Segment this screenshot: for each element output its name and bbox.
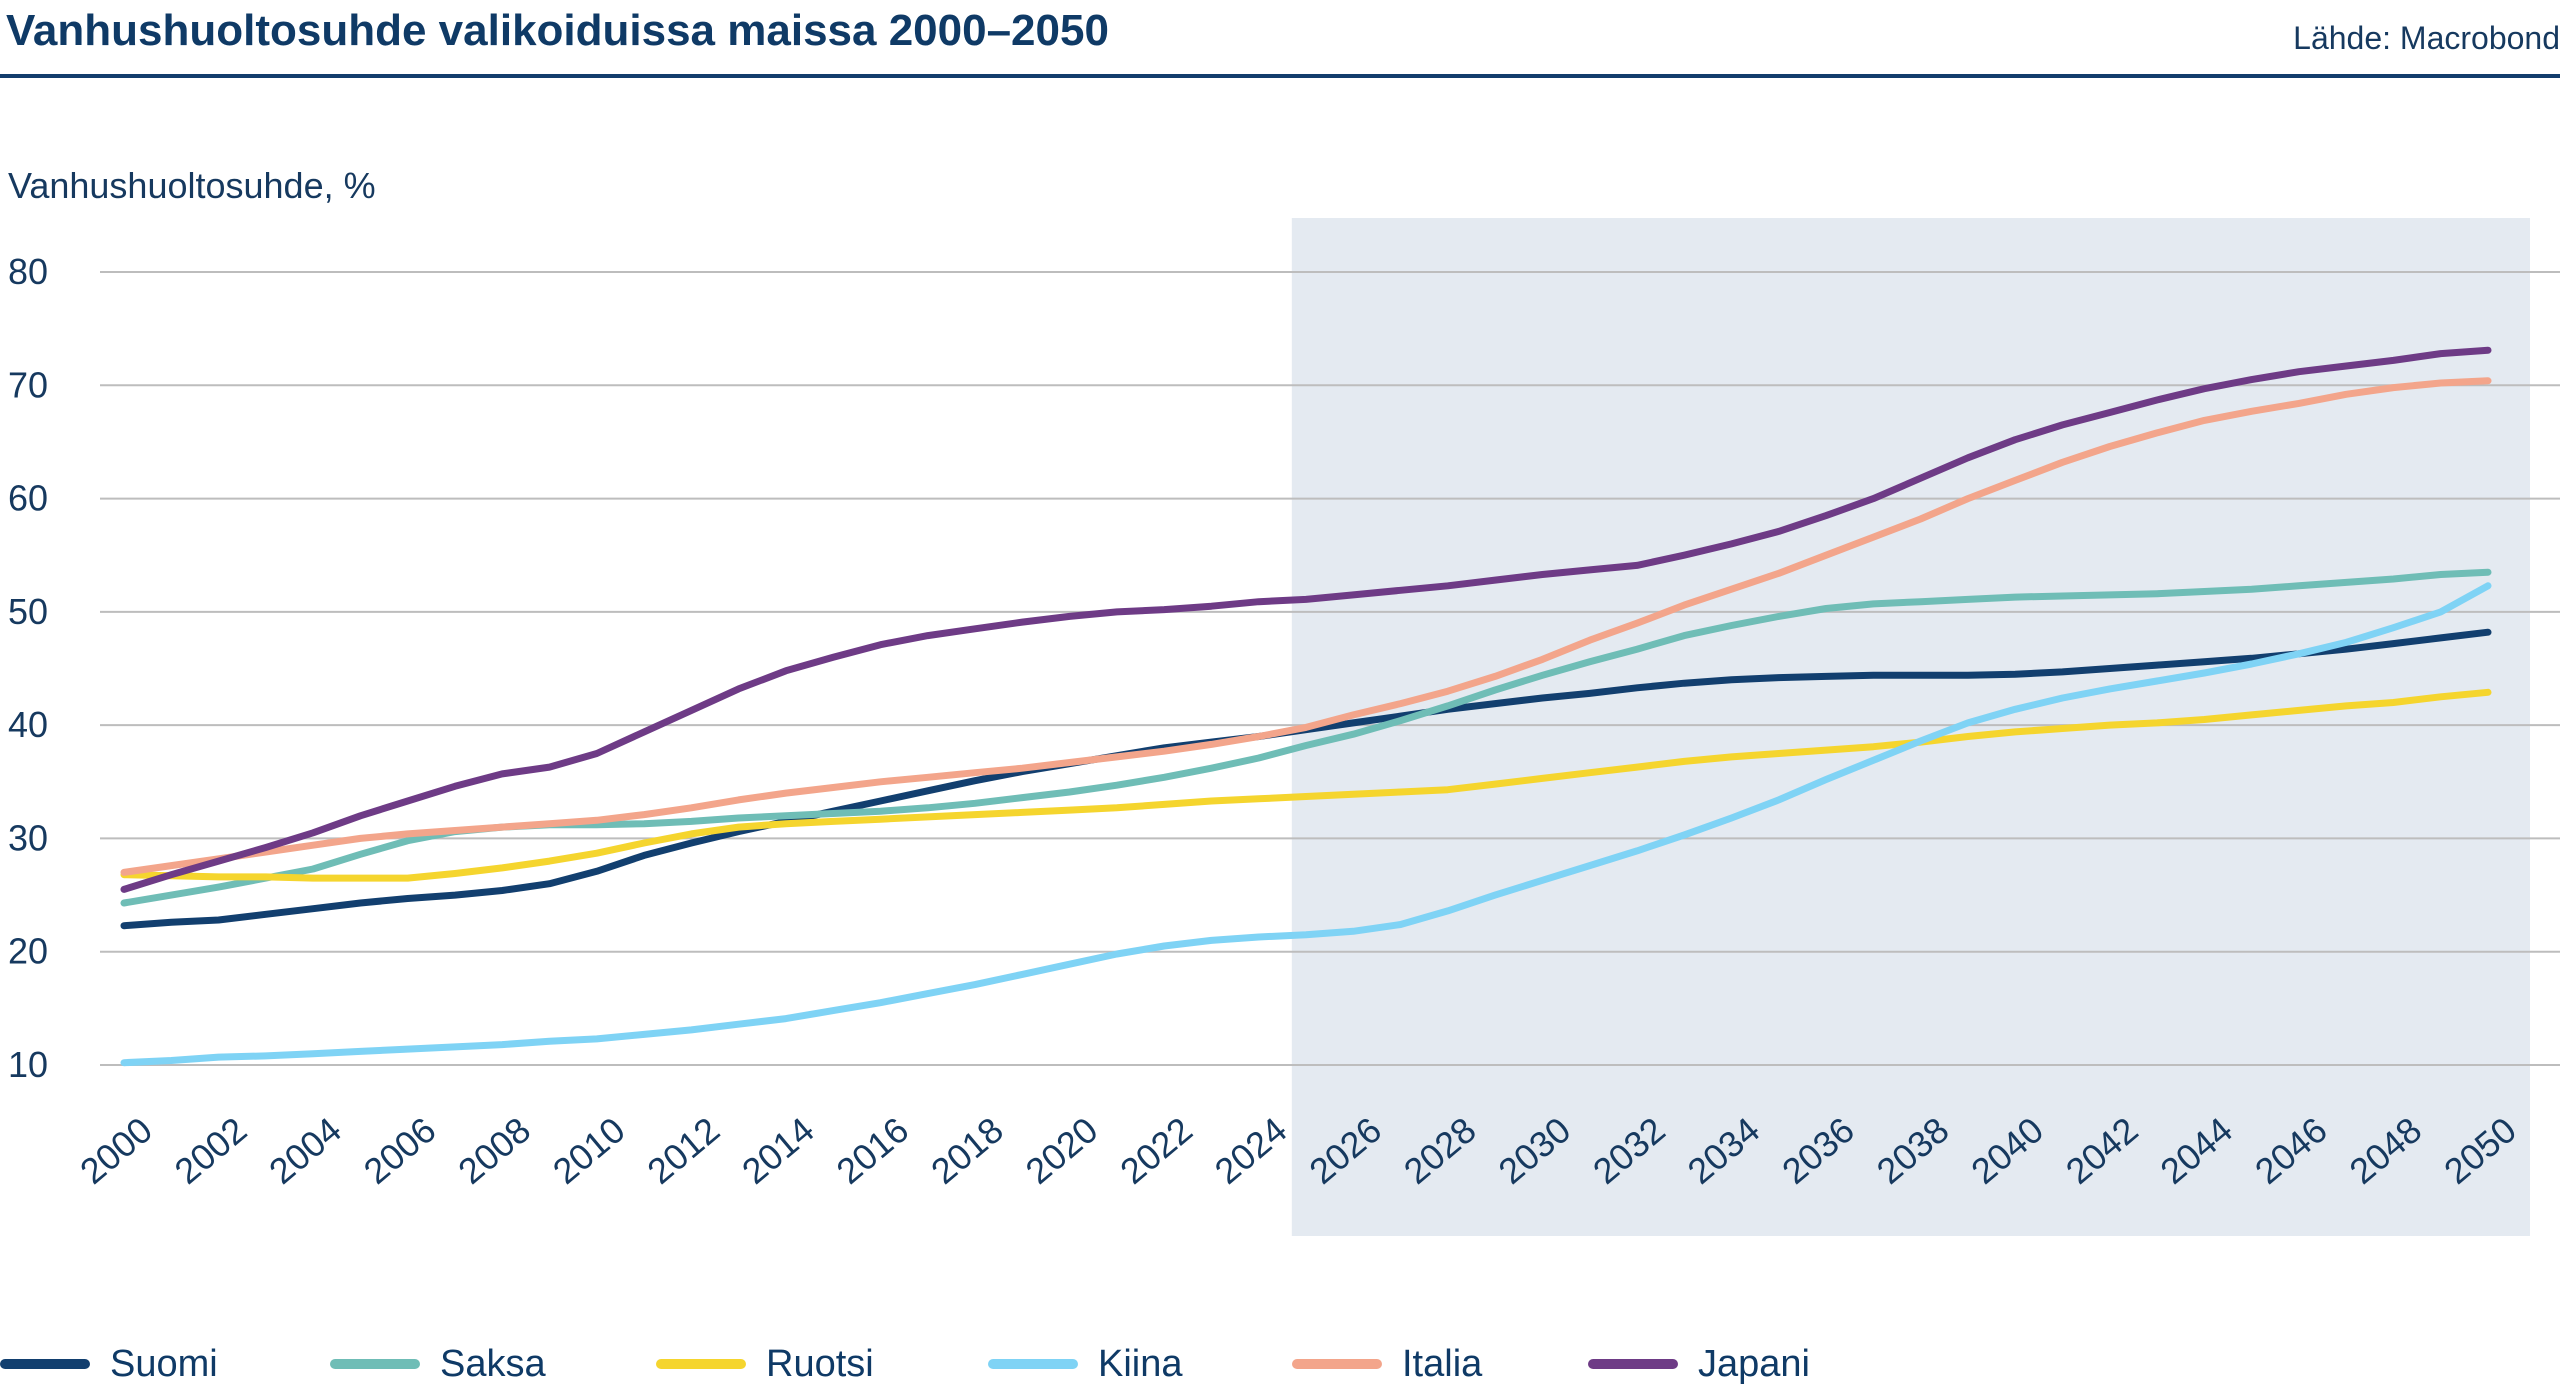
x-tick-label: 2002	[167, 1109, 255, 1192]
x-tick-label: 2016	[829, 1109, 917, 1192]
legend-item-ruotsi: Ruotsi	[656, 1336, 874, 1392]
legend-label: Kiina	[1098, 1343, 1183, 1385]
legend-label: Japani	[1698, 1343, 1810, 1385]
y-tick-label: 20	[8, 931, 48, 972]
x-tick-label: 2000	[72, 1109, 160, 1192]
legend-swatch	[1588, 1359, 1678, 1369]
legend-label: Ruotsi	[766, 1343, 874, 1385]
chart-title: Vanhushuoltosuhde valikoiduissa maissa 2…	[6, 6, 1109, 55]
chart-legend: Suomi Saksa Ruotsi Kiina Italia Japani	[0, 1336, 2560, 1392]
legend-label: Saksa	[440, 1343, 546, 1385]
legend-label: Italia	[1402, 1343, 1483, 1385]
legend-swatch	[656, 1359, 746, 1369]
legend-swatch	[988, 1359, 1078, 1369]
legend-swatch	[1292, 1359, 1382, 1369]
legend-swatch	[0, 1359, 90, 1369]
x-tick-label: 2004	[261, 1109, 349, 1192]
x-tick-label: 2022	[1112, 1109, 1200, 1192]
legend-label: Suomi	[110, 1343, 218, 1385]
legend-item-saksa: Saksa	[330, 1336, 546, 1392]
series-line-kiina	[120, 582, 2492, 1067]
series-line-ruotsi	[120, 688, 2492, 882]
x-tick-label: 2024	[1207, 1109, 1295, 1192]
y-tick-label: 60	[8, 478, 48, 519]
forecast-shaded-region	[1291, 218, 2530, 1236]
x-tick-label: 2014	[734, 1109, 822, 1192]
legend-item-italia: Italia	[1292, 1336, 1482, 1392]
source-note: Lähde: Macrobond	[2293, 20, 2560, 56]
chart-header: Vanhushuoltosuhde valikoiduissa maissa 2…	[0, 0, 2560, 78]
series-line-italia	[120, 377, 2492, 876]
y-tick-label: 10	[8, 1044, 48, 1085]
x-tick-label: 2008	[450, 1109, 538, 1192]
series-line-japani	[120, 346, 2492, 893]
legend-item-kiina: Kiina	[988, 1336, 1183, 1392]
x-tick-label: 2006	[356, 1109, 444, 1192]
x-tick-label: 2018	[923, 1109, 1011, 1192]
x-tick-label: 2020	[1018, 1109, 1106, 1192]
legend-swatch	[330, 1359, 420, 1369]
y-tick-label: 50	[8, 591, 48, 632]
legend-item-japani: Japani	[1588, 1336, 1810, 1392]
legend-item-suomi: Suomi	[0, 1336, 218, 1392]
x-tick-label: 2010	[545, 1109, 633, 1192]
y-axis-label: Vanhushuoltosuhde, %	[8, 165, 376, 206]
y-tick-label: 80	[8, 251, 48, 292]
y-tick-label: 70	[8, 364, 48, 405]
x-tick-label: 2012	[639, 1109, 727, 1192]
y-tick-label: 40	[8, 704, 48, 745]
y-tick-label: 30	[8, 817, 48, 858]
